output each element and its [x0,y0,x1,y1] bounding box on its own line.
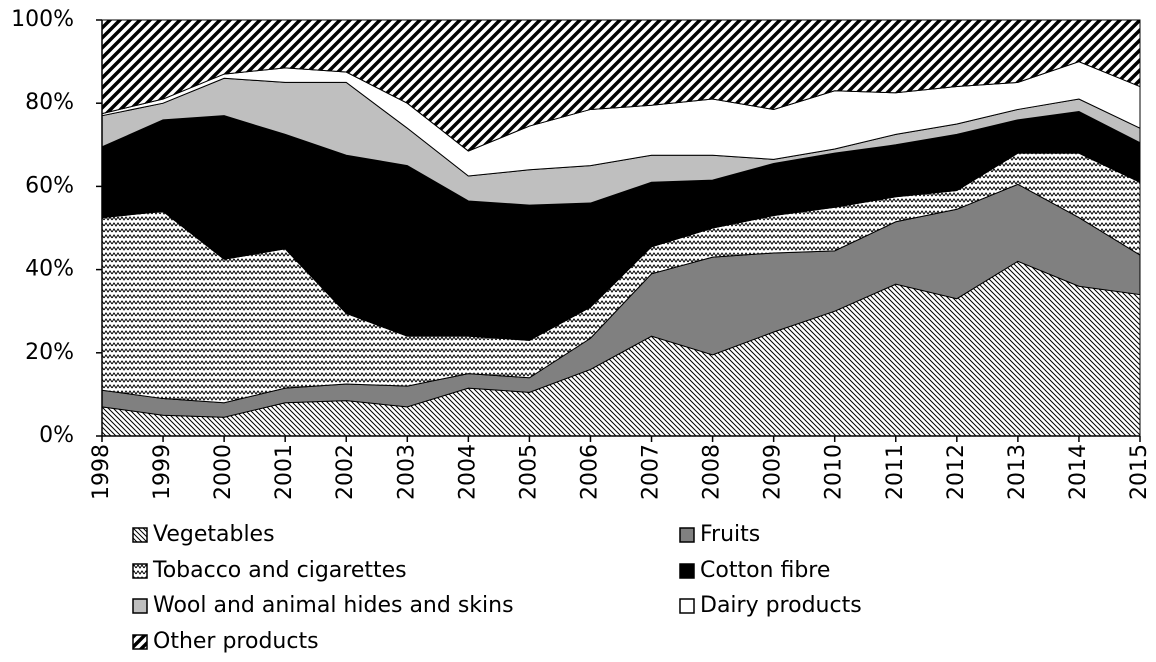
x-tick-label: 2003 [394,444,419,500]
legend-label: Fruits [700,522,760,547]
y-tick-label: 80% [25,90,74,115]
x-tick-label: 2008 [700,444,725,500]
legend-label: Cotton fibre [700,558,830,583]
x-tick-label: 2011 [883,444,908,500]
y-tick-label: 100% [11,7,74,32]
x-tick-label: 2013 [1005,444,1030,500]
x-tick-label: 2007 [639,444,664,500]
legend-label: Vegetables [153,522,275,547]
legend-swatch [679,598,695,614]
x-tick-label: 2005 [516,444,541,500]
x-tick-label: 2010 [822,444,847,500]
area [101,19,1141,152]
legend-swatch [132,598,148,614]
y-tick-label: 20% [25,340,74,365]
legend-label: Tobacco and cigarettes [152,558,407,583]
x-tick-label: 2015 [1127,444,1152,500]
legend-swatch [679,527,695,543]
x-tick-label: 2004 [455,444,480,500]
x-tick-label: 2000 [211,444,236,500]
legend-label: Wool and animal hides and skins [153,593,514,618]
legend-swatch [132,634,148,650]
x-tick-label: 2006 [577,444,602,500]
x-tick-label: 2001 [272,444,297,500]
y-tick-label: 40% [25,257,74,282]
x-tick-label: 1999 [150,444,175,500]
y-tick-label: 0% [39,423,74,448]
x-tick-label: 2009 [761,444,786,500]
legend-swatch [132,563,148,579]
x-tick-label: 2014 [1066,444,1091,500]
legend-label: Other products [153,629,319,654]
x-tick-label: 2012 [944,444,969,500]
x-tick-label: 1998 [89,444,114,500]
y-tick-label: 60% [25,173,74,198]
legend-label: Dairy products [700,593,862,618]
legend-swatch [132,527,148,543]
legend-swatch [679,563,695,579]
x-tick-label: 2002 [333,444,358,500]
